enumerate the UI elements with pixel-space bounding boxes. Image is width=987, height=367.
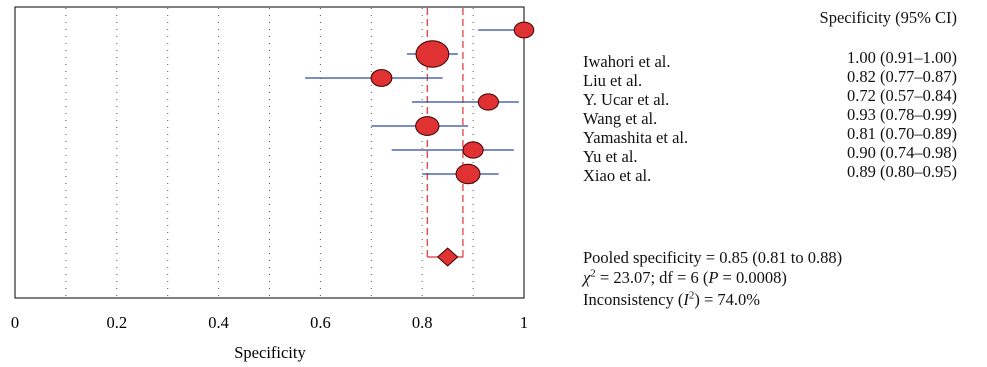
plot-frame xyxy=(14,6,525,299)
pooled-marker xyxy=(436,247,459,267)
inconsistency-value: ) = 74.0% xyxy=(694,290,761,309)
study-name-label: Liu et al. xyxy=(583,71,643,90)
study-name-label: Yamashita et al. xyxy=(583,128,689,147)
study-name-label: Iwahori et al. xyxy=(583,52,671,71)
study-point-marker xyxy=(415,40,450,68)
p-value: = 0.0008) xyxy=(718,268,787,287)
pooled-specificity-text: Pooled specificity = 0.85 (0.81 to 0.88) xyxy=(583,248,843,267)
study-ci-label: 0.82 (0.77–0.87) xyxy=(847,67,957,86)
study-ci-label: 0.81 (0.70–0.89) xyxy=(847,124,957,143)
chi-value: = 23.07; df = 6 ( xyxy=(595,268,709,287)
study-name-label: Y. Ucar et al. xyxy=(583,90,670,109)
chi-superscript: 2 xyxy=(590,267,596,280)
study-name-label: Xiao et al. xyxy=(583,166,652,185)
ci-column-header: Specificity (95% CI) xyxy=(819,8,957,27)
i-superscript: 2 xyxy=(688,289,695,302)
study-name-label: Wang et al. xyxy=(583,109,658,128)
x-tick-label: 0.4 xyxy=(208,313,229,332)
study-point-marker xyxy=(415,116,440,136)
study-name-label: Yu et al. xyxy=(583,147,638,166)
study-ci-label: 0.93 (0.78–0.99) xyxy=(847,105,957,124)
p-symbol: P xyxy=(708,268,719,287)
study-point-marker xyxy=(455,163,481,185)
study-ci-label: 1.00 (0.91–1.00) xyxy=(847,48,957,67)
study-ci-label: 0.89 (0.80–0.95) xyxy=(847,162,957,181)
chi-symbol: χ xyxy=(583,268,591,287)
x-tick-label: 0.8 xyxy=(412,313,433,332)
heterogeneity-text: χ2 = 23.07; df = 6 (P = 0.0008) xyxy=(583,268,787,288)
study-point-marker xyxy=(462,141,484,159)
inconsistency-text: Inconsistency (I2) = 74.0% xyxy=(583,290,760,310)
study-point-marker xyxy=(513,21,535,39)
study-ci-label: 0.90 (0.74–0.98) xyxy=(847,143,957,162)
x-tick-label: 0.6 xyxy=(310,313,331,332)
i-symbol: I xyxy=(683,290,689,309)
x-axis-label: Specificity xyxy=(234,343,306,362)
x-tick-label: 1 xyxy=(520,313,528,332)
grid-lines xyxy=(65,8,474,297)
x-tick-label: 0 xyxy=(11,313,19,332)
study-point-marker xyxy=(370,69,393,87)
pooled-diamond xyxy=(436,247,459,267)
study-markers xyxy=(305,21,535,185)
study-ci-label: 0.72 (0.57–0.84) xyxy=(847,86,957,105)
x-axis-ticks: 0 0.2 0.4 0.6 0.8 1 xyxy=(11,313,528,332)
x-tick-label: 0.2 xyxy=(106,313,127,332)
study-point-marker xyxy=(477,93,499,111)
inconsistency-prefix: Inconsistency ( xyxy=(583,290,684,309)
